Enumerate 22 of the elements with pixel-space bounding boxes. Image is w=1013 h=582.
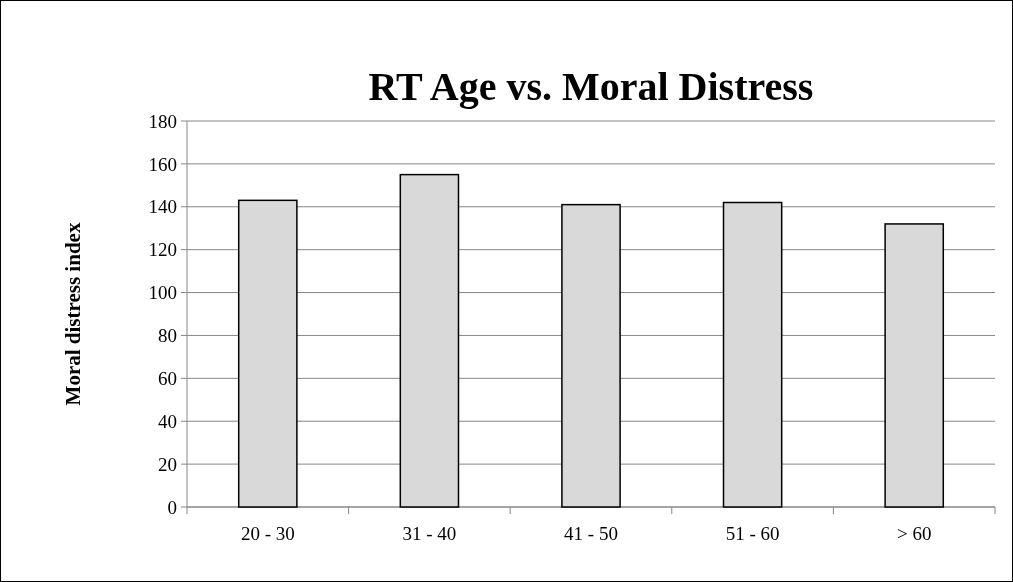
- y-tick-label: 80: [158, 325, 177, 347]
- y-tick-label: 140: [148, 196, 177, 218]
- y-tick-label: 40: [158, 410, 177, 432]
- x-tick-label: 41 - 50: [564, 523, 618, 544]
- bar: [884, 223, 945, 508]
- x-tick-label: 31 - 40: [402, 523, 457, 544]
- x-tick-label: 51 - 60: [725, 523, 780, 544]
- x-tick-label: 20 - 30: [240, 523, 295, 544]
- y-tick-label: 60: [158, 367, 177, 389]
- bar: [237, 199, 298, 508]
- y-tick-label: 20: [158, 453, 177, 475]
- y-tick-label: 180: [148, 110, 177, 132]
- bar: [722, 201, 783, 508]
- bar: [561, 203, 621, 508]
- y-tick-label: 120: [148, 239, 177, 261]
- y-tick-label: 160: [148, 153, 177, 175]
- chart-title: RT Age vs. Moral Distress: [368, 64, 814, 109]
- x-tick-label: > 60: [896, 523, 932, 544]
- y-tick-label: 0: [167, 496, 177, 518]
- y-tick-label: 100: [148, 282, 177, 304]
- y-axis-title: Moral distress index: [61, 222, 85, 406]
- bar: [399, 173, 460, 508]
